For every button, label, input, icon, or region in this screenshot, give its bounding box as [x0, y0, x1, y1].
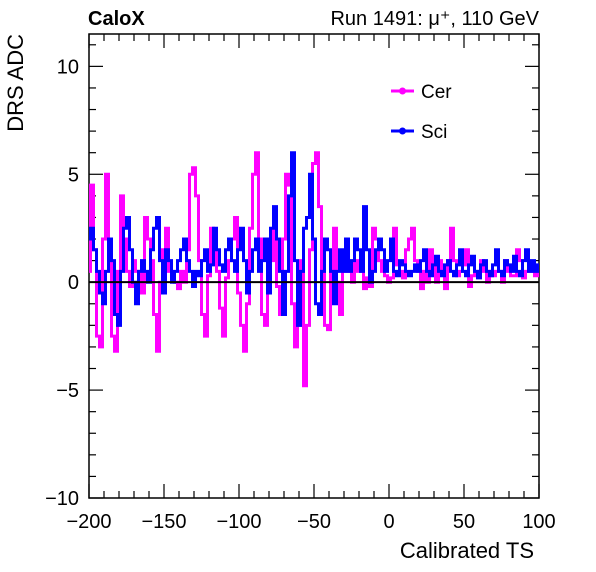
y-tick-label: 0 [68, 272, 79, 294]
run-info-label: Run 1491: μ⁺, 110 GeV [330, 8, 539, 30]
legend-label-cer: Cer [421, 82, 452, 103]
experiment-label: CaloX [88, 8, 145, 30]
x-tick-label: −150 [141, 511, 186, 533]
y-tick-label: −5 [56, 380, 79, 402]
x-tick-label: −50 [297, 511, 331, 533]
y-axis-label: DRS ADC [3, 34, 28, 132]
x-tick-label: 0 [383, 511, 394, 533]
x-tick-label: −200 [66, 511, 111, 533]
series-layer [89, 151, 539, 388]
x-tick-label: 100 [522, 511, 555, 533]
y-tick-label: 5 [68, 164, 79, 186]
y-tick-label: 10 [57, 56, 79, 78]
legend-marker-sci [399, 127, 406, 135]
legend-marker-cer [399, 87, 406, 95]
series-line-sci [89, 151, 539, 327]
legend-label-sci: Sci [421, 122, 447, 143]
y-tick-label: −10 [45, 488, 79, 510]
x-tick-label: 50 [453, 511, 475, 533]
legend: Cer Sci [391, 82, 452, 143]
x-axis-label: Calibrated TS [400, 538, 534, 563]
x-tick-label: −100 [216, 511, 261, 533]
